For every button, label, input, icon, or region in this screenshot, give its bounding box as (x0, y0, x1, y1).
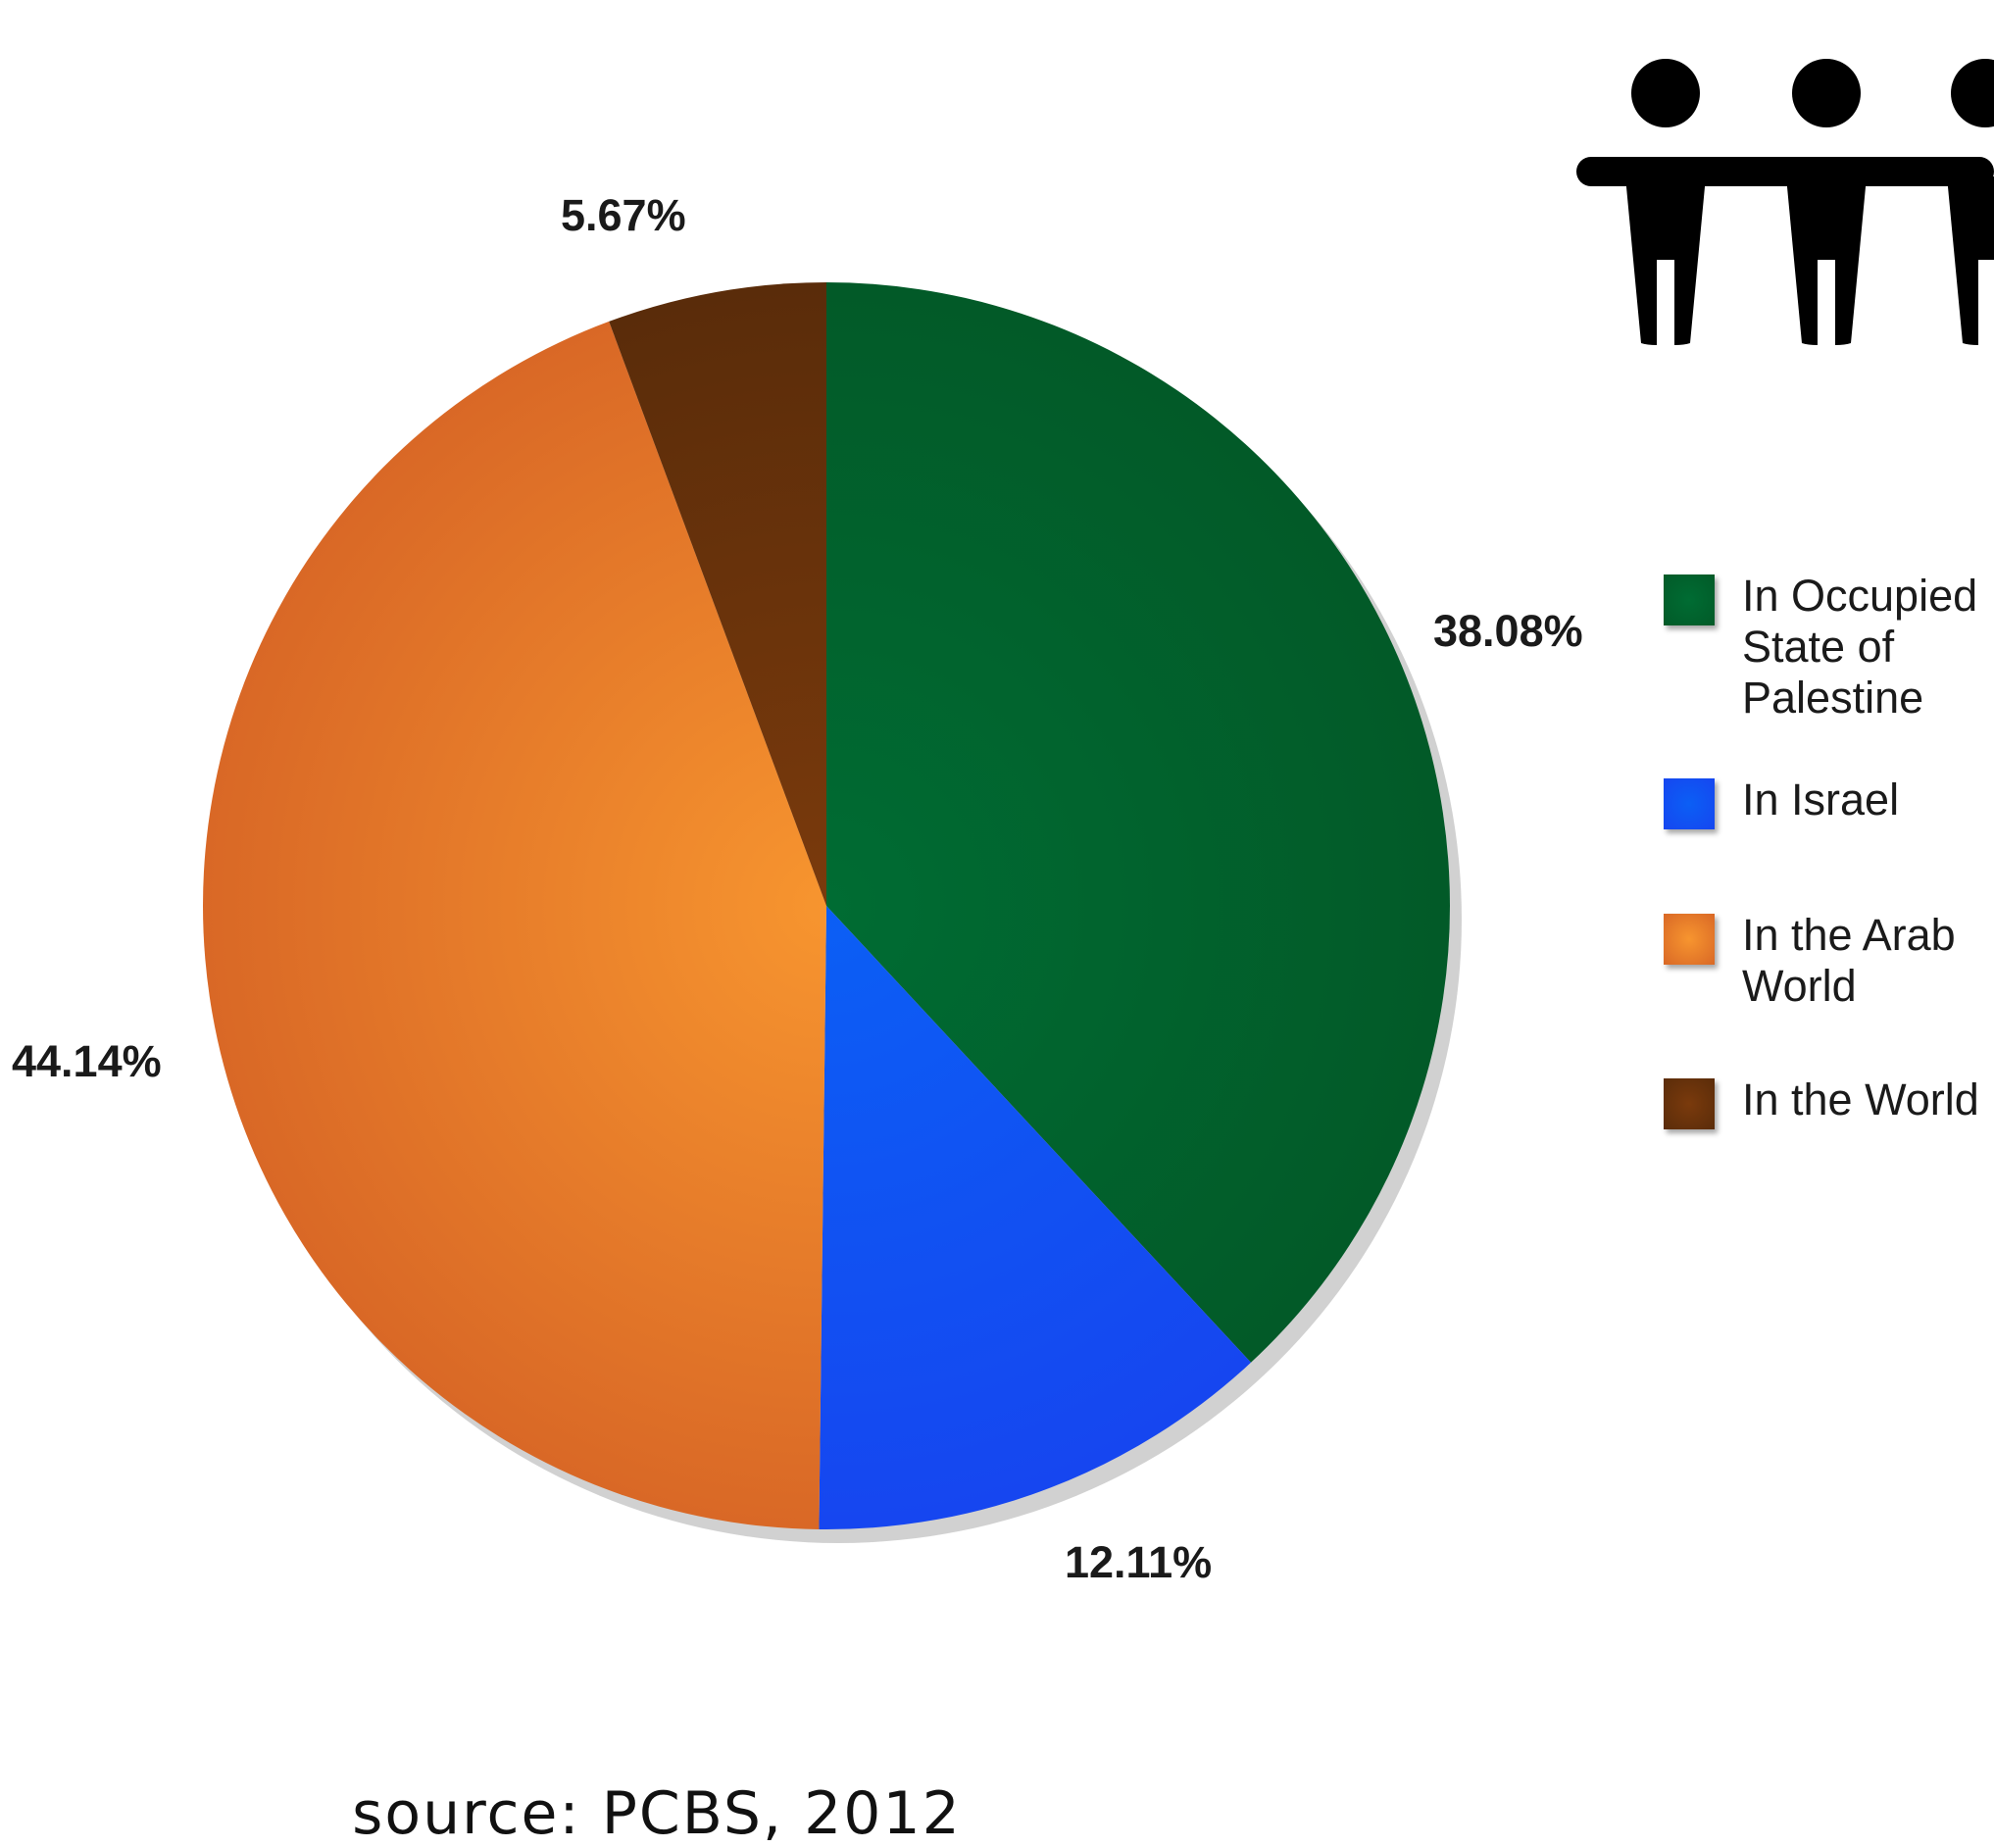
pie-slice-palestine (826, 282, 1450, 1363)
slice-label-palestine: 38.08% (1433, 606, 1583, 656)
people-holding-hands-icon (1576, 59, 1994, 345)
slice-label-israel: 12.11% (1065, 1537, 1213, 1587)
legend-label-israel: In Israel (1742, 774, 1900, 824)
slice-label-arab-world: 44.14% (12, 1036, 162, 1086)
source-note: source: PCBS, 2012 (352, 1779, 962, 1848)
legend-label-world: In the World (1742, 1074, 1979, 1124)
pie-slice-israel (819, 906, 1252, 1529)
legend-label-arab-world: In the Arab World (1742, 910, 1956, 1011)
legend-swatch-world (1664, 1078, 1715, 1129)
legend-swatch-arab-world (1664, 914, 1715, 965)
legend-swatch-israel (1664, 778, 1715, 829)
legend-swatch-palestine (1664, 574, 1715, 625)
slice-label-world: 5.67% (561, 190, 686, 240)
pie-slice-arab-world (203, 321, 826, 1529)
pie-slice-world (609, 282, 826, 906)
legend-label-palestine: In Occupied State of Palestine (1742, 571, 1978, 723)
